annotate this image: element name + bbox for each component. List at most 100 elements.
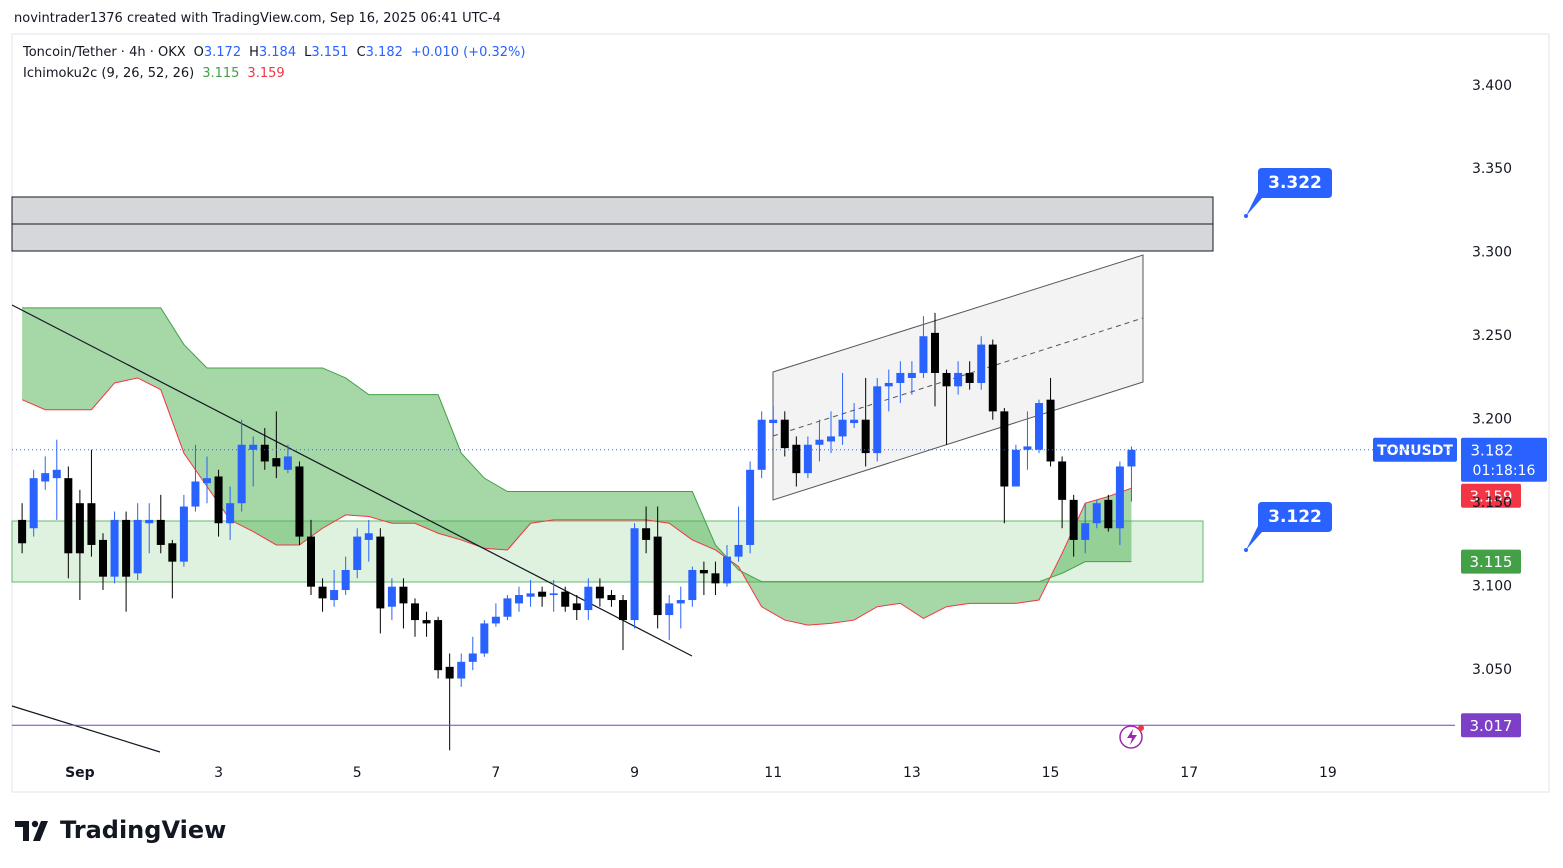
candle-body — [723, 556, 731, 584]
candle-body — [364, 533, 373, 540]
x-tick-label: 13 — [903, 765, 921, 781]
candle-body — [295, 466, 304, 537]
open-value: 3.172 — [203, 45, 242, 60]
candle-body — [515, 595, 523, 604]
candle-body — [87, 503, 96, 545]
ohlc-label: H — [249, 45, 259, 60]
candle-body — [942, 372, 951, 387]
logo-dot — [31, 820, 39, 828]
candle-body — [249, 444, 258, 450]
x-tick-label: 11 — [764, 765, 782, 781]
attribution-text: novintrader1376 created with TradingView… — [14, 11, 501, 26]
level-badge-label: 3.159 — [1470, 487, 1513, 505]
y-tick-label: 3.350 — [1472, 161, 1512, 177]
indicator-name: Ichimoku2c (9, 26, 52, 26) — [23, 66, 195, 81]
candle-body — [422, 620, 431, 624]
candle-body — [526, 593, 535, 597]
candle-body — [977, 344, 986, 383]
price-badge — [1461, 437, 1547, 482]
callout-anchor — [1244, 547, 1248, 552]
alert-dot — [1138, 725, 1144, 731]
y-tick-label: 3.100 — [1472, 579, 1512, 595]
candle-body — [411, 603, 419, 621]
candle-body — [29, 478, 38, 529]
candle-body — [99, 539, 107, 577]
candle-body — [330, 590, 339, 601]
close-value: 3.182 — [365, 45, 403, 60]
level-badge-label: 3.017 — [1470, 717, 1513, 735]
callout-label: 3.122 — [1268, 507, 1322, 527]
candle-body — [584, 586, 593, 611]
x-tick-label: 5 — [353, 765, 362, 781]
overlays: 3.322 3.122 TONUSDT 3.182 01:18:16 3.159 3.115… — [1119, 168, 1547, 749]
price-badge-label: 3.182 — [1471, 441, 1514, 459]
candle-body — [711, 573, 720, 584]
ohlc-label: L — [304, 45, 312, 60]
level-badge — [1461, 483, 1521, 508]
candle-body — [815, 439, 824, 445]
x-tick-label: 9 — [630, 765, 639, 781]
level-badge — [1461, 713, 1521, 738]
candle-body — [803, 444, 812, 474]
candle-body — [122, 519, 131, 577]
candle-body — [561, 591, 570, 607]
candle-body — [907, 372, 916, 378]
candle-body — [757, 419, 766, 470]
low-value: 3.151 — [311, 45, 349, 60]
candle-body — [884, 382, 893, 387]
callout-label: 3.322 — [1268, 173, 1322, 193]
candle-body — [630, 528, 639, 621]
candle-body — [1023, 446, 1032, 450]
candle-body — [653, 536, 662, 616]
candle-body — [64, 478, 73, 554]
countdown-label: 01:18:16 — [1473, 463, 1536, 479]
candle-body — [468, 653, 477, 662]
candle-body — [873, 386, 882, 454]
candle-body — [607, 595, 616, 601]
candle-body — [954, 372, 963, 387]
attribution: novintrader1376 created with TradingView… — [14, 11, 505, 26]
x-tick-label: Sep — [65, 765, 95, 781]
candle-body — [110, 519, 119, 577]
candle-body — [503, 598, 512, 617]
price-callout — [1246, 168, 1332, 217]
candle-body — [1081, 523, 1090, 540]
indicator-value: 3.159 — [247, 66, 285, 81]
candle-body — [688, 569, 697, 601]
level-badge — [1461, 549, 1521, 574]
candle-body — [457, 661, 466, 679]
x-tick-label: 15 — [1042, 765, 1060, 781]
candle-body — [156, 519, 165, 545]
candle-body — [145, 519, 154, 524]
candle-body — [988, 344, 997, 412]
candle-body — [1000, 411, 1009, 487]
candle-body — [353, 536, 362, 570]
candle-body — [179, 506, 188, 562]
support-zone — [11, 520, 1204, 583]
y-tick-label: 3.050 — [1472, 662, 1512, 678]
candle-body — [318, 586, 327, 599]
candle-body — [734, 544, 743, 557]
candle-body — [780, 419, 789, 449]
candle-body — [538, 591, 547, 597]
change-value: +0.010 (+0.32%) — [410, 45, 526, 60]
candle-body — [41, 473, 50, 482]
trend-line — [11, 705, 161, 753]
candle-body — [1115, 466, 1124, 529]
callout-anchor — [1244, 214, 1248, 219]
x-tick-label: 7 — [491, 765, 500, 781]
symbol-title: Toncoin/Tether · 4h · OKX — [23, 45, 186, 60]
x-tick-label: 3 — [214, 765, 223, 781]
background-drawings — [11, 520, 1204, 583]
candle-body — [214, 476, 223, 524]
logo-mark — [15, 821, 48, 841]
candle-body — [260, 444, 269, 462]
candle-body — [491, 616, 500, 624]
cloud-span-line — [22, 307, 1132, 583]
candle-body — [896, 372, 905, 383]
candle-body — [665, 603, 674, 616]
candle-body — [827, 436, 835, 442]
candle-body — [676, 600, 685, 604]
